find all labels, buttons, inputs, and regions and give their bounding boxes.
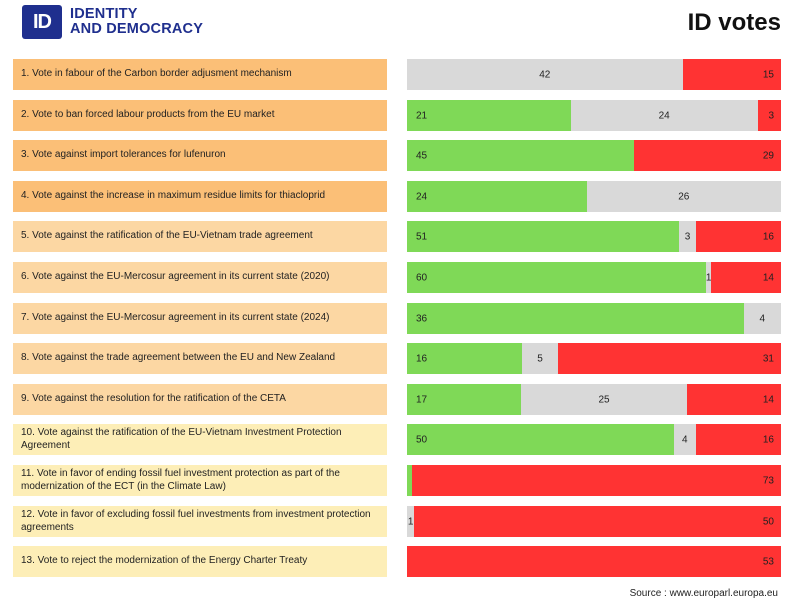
bar-segment-for: 24 [407, 181, 587, 212]
bar-segment-against: 3 [757, 100, 781, 131]
bar-segment-for: 51 [407, 221, 680, 252]
bar-segment-abstain: 4 [674, 424, 696, 455]
vote-label: 7. Vote against the EU-Mercosur agreemen… [13, 303, 387, 334]
bar-segment-against: 16 [695, 221, 781, 252]
bar-segment-for: 60 [407, 262, 707, 293]
bar-segment-against: 15 [682, 59, 781, 90]
data-label-against: 14 [762, 272, 774, 283]
data-label-abstain: 26 [678, 191, 690, 202]
data-label-for: 16 [416, 353, 428, 364]
data-label-abstain: 3 [684, 231, 691, 242]
vote-label: 4. Vote against the increase in maximum … [13, 181, 387, 212]
vote-bar: 51 3 16 [407, 221, 781, 252]
data-label-against: 14 [762, 394, 774, 405]
vote-bar: 173 [407, 465, 781, 496]
vote-bar: 50 4 16 [407, 424, 781, 455]
vote-bar: 17 25 14 [407, 384, 781, 415]
bar-segment-against: 14 [687, 384, 781, 415]
data-label-for: 36 [416, 313, 428, 324]
bar-segment-abstain: 26 [586, 181, 781, 212]
bar-segment-against: 29 [634, 140, 781, 171]
vote-label: 9. Vote against the resolution for the r… [13, 384, 387, 415]
bar-segment-for: 17 [407, 384, 521, 415]
vote-label: 5. Vote against the ratification of the … [13, 221, 387, 252]
vote-bar: 53 [407, 546, 781, 577]
data-label-abstain: 25 [598, 394, 610, 405]
vote-label: 2. Vote to ban forced labour products fr… [13, 100, 387, 131]
bar-segment-abstain: 42 [407, 59, 683, 90]
bar-segment-against: 73 [412, 465, 781, 496]
vote-label: 11. Vote in favor of ending fossil fuel … [13, 465, 387, 496]
source-note: Source : www.europarl.europa.eu [629, 588, 778, 599]
data-label-abstain: 1 [407, 516, 414, 527]
vote-bar: 24 26 [407, 181, 781, 212]
vote-bar: 60 1 14 [407, 262, 781, 293]
data-label-abstain: 1 [705, 272, 712, 283]
bar-segment-abstain: 24 [570, 100, 758, 131]
data-label-against: 53 [762, 556, 774, 567]
vote-label: 1. Vote in fabour of the Carbon border a… [13, 59, 387, 90]
vote-bar: 16 5 31 [407, 343, 781, 374]
bar-segment-for: 21 [407, 100, 571, 131]
bar-segment-abstain: 3 [679, 221, 696, 252]
data-label-against: 3 [768, 110, 774, 121]
vote-label: 10. Vote against the ratification of the… [13, 424, 387, 455]
logo-line-1: IDENTITY [70, 6, 138, 22]
bar-segment-against: 31 [558, 343, 781, 374]
vote-label: 3. Vote against import tolerances for lu… [13, 140, 387, 171]
logo-line-2: AND DEMOCRACY [70, 21, 204, 37]
bar-segment-against: 16 [695, 424, 781, 455]
data-label-against: 15 [762, 69, 774, 80]
bar-segment-against: 53 [407, 546, 781, 577]
data-label-against: 16 [762, 231, 774, 242]
vote-bar: 36 4 [407, 303, 781, 334]
bar-segment-against: 50 [414, 506, 781, 537]
data-label-abstain: 42 [539, 69, 551, 80]
vote-bar: 45 29 [407, 140, 781, 171]
vote-label: 12. Vote in favor of excluding fossil fu… [13, 506, 387, 537]
data-label-abstain: 5 [537, 353, 543, 364]
data-label-for: 45 [416, 150, 428, 161]
data-label-for: 50 [416, 434, 428, 445]
data-label-against: 50 [762, 516, 774, 527]
bar-segment-for: 16 [407, 343, 523, 374]
bar-segment-for: 50 [407, 424, 675, 455]
bar-segment-abstain: 5 [522, 343, 559, 374]
logo-text: IDENTITY AND DEMOCRACY [70, 7, 203, 37]
data-label-against: 16 [762, 434, 774, 445]
bar-segment-against: 14 [711, 262, 781, 293]
vote-bar: 42 15 [407, 59, 781, 90]
data-label-for: 24 [416, 191, 428, 202]
bar-segment-abstain: 4 [743, 303, 781, 334]
data-label-for: 60 [416, 272, 428, 283]
bar-segment-abstain: 25 [520, 384, 688, 415]
bar-segment-abstain: 1 [706, 262, 711, 293]
logo-mark-icon: ID [22, 5, 62, 39]
vote-bar: 21 24 3 [407, 100, 781, 131]
data-label-against: 29 [762, 150, 774, 161]
bar-segment-for: 45 [407, 140, 635, 171]
vote-label: 13. Vote to reject the modernization of … [13, 546, 387, 577]
data-label-abstain: 24 [658, 110, 670, 121]
data-label-against: 31 [762, 353, 774, 364]
logo: ID IDENTITY AND DEMOCRACY [22, 5, 203, 39]
bar-segment-abstain: 1 [407, 506, 415, 537]
data-label-for: 21 [416, 110, 428, 121]
vote-bar: 1 50 [407, 506, 781, 537]
data-label-against: 73 [762, 475, 774, 486]
bar-segment-for: 36 [407, 303, 744, 334]
vote-label: 8. Vote against the trade agreement betw… [13, 343, 387, 374]
data-label-abstain: 4 [759, 313, 766, 324]
chart-title: ID votes [687, 9, 781, 36]
data-label-abstain: 4 [682, 434, 688, 445]
vote-label: 6. Vote against the EU-Mercosur agreemen… [13, 262, 387, 293]
data-label-for: 17 [416, 394, 428, 405]
data-label-for: 51 [416, 231, 428, 242]
